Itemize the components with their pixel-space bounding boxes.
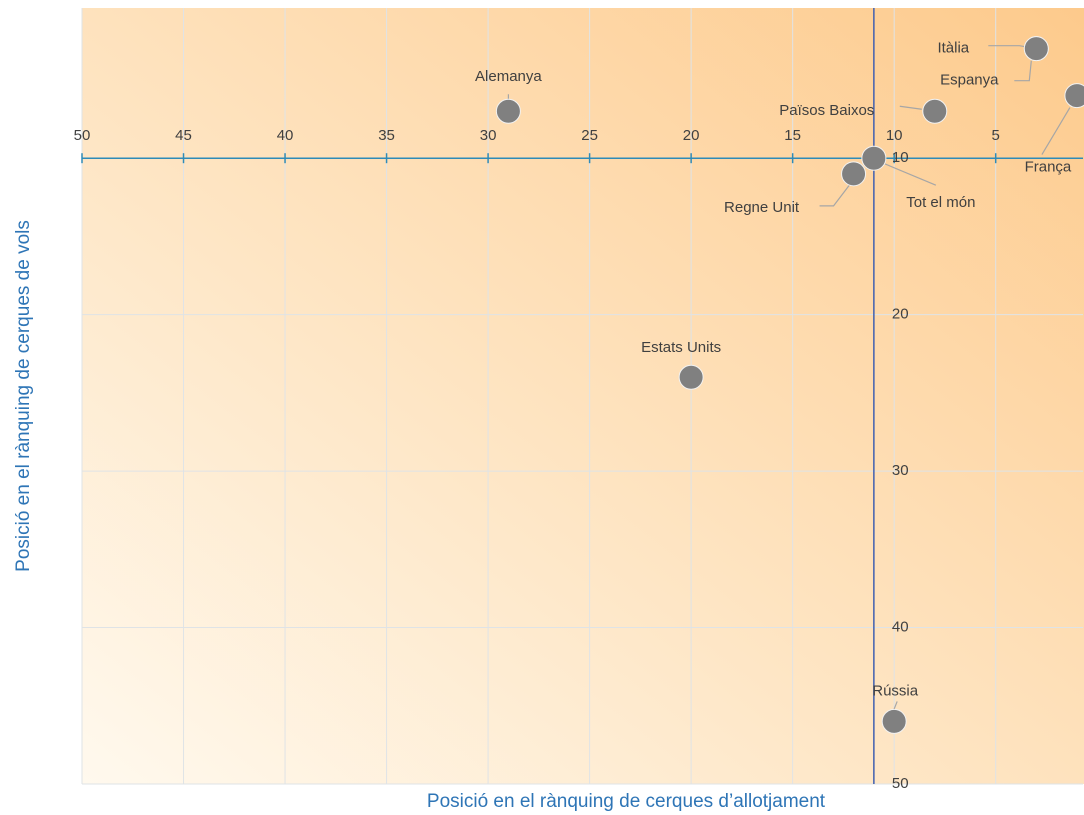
leader-line (1014, 60, 1032, 82)
y-tick-label: 50 (892, 775, 909, 792)
point-label: Itàlia (937, 40, 969, 57)
point-label: França (1025, 159, 1072, 176)
leader-line (880, 161, 937, 186)
y-axis-title: Posició en el rànquing de cerques de vol… (13, 220, 34, 572)
point (1064, 83, 1084, 109)
x-tick-label: 30 (480, 127, 497, 144)
leader-line (819, 184, 851, 207)
leader-line (899, 105, 922, 110)
plot-area (82, 8, 1084, 784)
point (678, 364, 704, 390)
x-axis-title: Posició en el rànquing de cerques d’allo… (427, 791, 826, 812)
x-tick-label: 25 (581, 127, 598, 144)
point-label: Alemanya (475, 68, 542, 85)
x-tick-label: 35 (378, 127, 395, 144)
y-tick-label: 10 (892, 149, 909, 166)
x-tick-label: 5 (992, 127, 1000, 144)
point-label: Regne Unit (724, 199, 800, 216)
leader-line (1041, 107, 1071, 155)
point (841, 161, 867, 187)
point (922, 98, 948, 124)
point (495, 98, 521, 124)
point-label: Espanya (940, 72, 999, 89)
point (861, 145, 887, 171)
point-label: Rússia (872, 682, 919, 699)
point (1023, 36, 1049, 62)
y-tick-label: 40 (892, 619, 909, 636)
x-tick-label: 45 (175, 127, 192, 144)
x-tick-label: 15 (784, 127, 801, 144)
y-tick-label: 20 (892, 306, 909, 323)
x-tick-label: 10 (886, 127, 903, 144)
point-label: Països Baixos (779, 102, 874, 119)
point (881, 708, 907, 734)
y-tick-label: 30 (892, 462, 909, 479)
point-label: Tot el món (906, 194, 975, 211)
x-tick-label: 40 (277, 127, 294, 144)
point-label: Estats Units (641, 339, 721, 356)
x-tick-label: 20 (683, 127, 700, 144)
x-tick-label: 50 (74, 127, 91, 144)
